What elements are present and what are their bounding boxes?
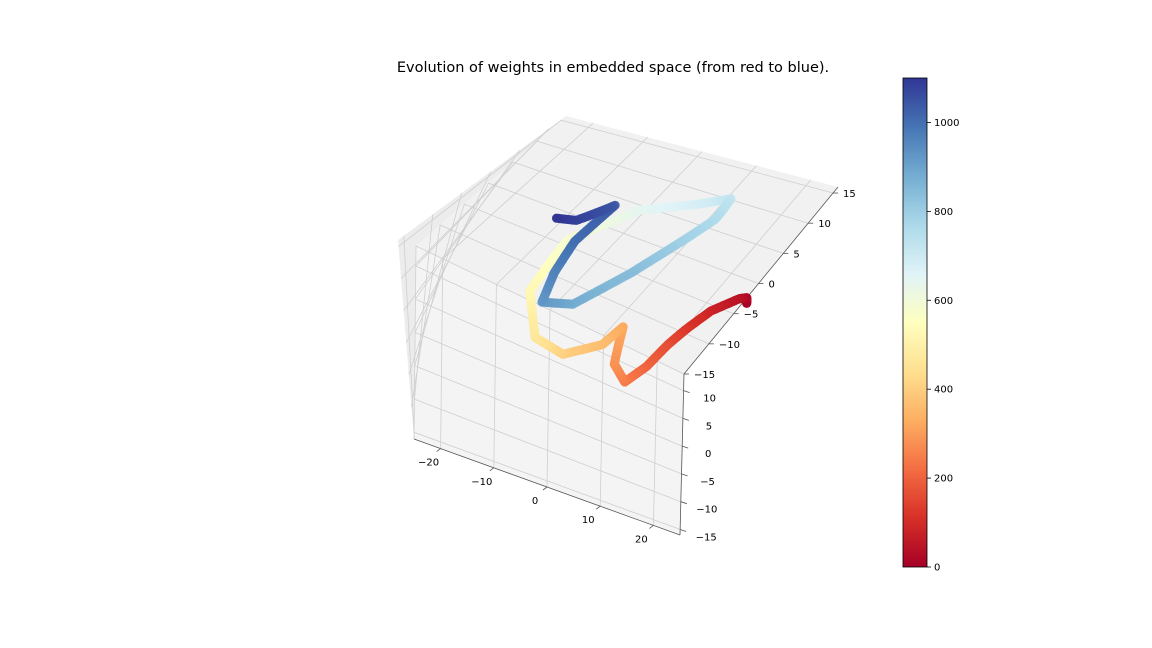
z-tick-label: 15 xyxy=(843,189,856,200)
grid-lines xyxy=(398,119,834,530)
x-tick-label: −20 xyxy=(418,458,439,469)
x-tick-mark xyxy=(542,486,548,491)
z-tick-label: 0 xyxy=(769,280,775,291)
grid-line-z xyxy=(400,140,809,279)
trajectory-points xyxy=(525,194,752,387)
x-tick-mark xyxy=(489,467,495,472)
grid-line-z xyxy=(408,203,734,375)
grid-line-z xyxy=(398,119,834,247)
z-tick-label: −15 xyxy=(694,370,715,381)
y-tick-label: −5 xyxy=(700,477,715,488)
y-tick-mark xyxy=(682,445,689,449)
grid-line-z xyxy=(413,245,685,440)
x-tick-label: 20 xyxy=(635,534,648,545)
colorbar-tick-label: 600 xyxy=(934,296,953,307)
colorbar-tick-label: 0 xyxy=(934,563,940,574)
z-axis-line xyxy=(683,186,839,375)
z-tick-label: 10 xyxy=(818,219,831,230)
z-tick-label: −10 xyxy=(719,340,740,351)
z-tick-label: −5 xyxy=(744,310,759,321)
tick-labels: −20 −10 0 10 20 −15 −10 −5 0 5 10 −15 −10 −5 0 5 10 15 xyxy=(418,189,856,545)
y-tick-mark xyxy=(683,390,690,394)
y-tick-label: 10 xyxy=(703,394,716,405)
y-tick-mark xyxy=(680,529,687,532)
colorbar-tick-label: 800 xyxy=(934,207,953,218)
x-tick-mark xyxy=(649,525,654,529)
x-tick-label: 10 xyxy=(582,515,595,526)
colorbar-tick-label: 400 xyxy=(934,385,953,396)
colorbar-tick-label: 200 xyxy=(934,474,953,485)
x-tick-mark xyxy=(595,505,601,510)
trajectory-point xyxy=(551,213,562,223)
pane-left xyxy=(398,116,566,439)
x-tick-label: −10 xyxy=(471,477,492,488)
y-tick-mark xyxy=(680,501,687,505)
chart-title: Evolution of weights in embedded space (… xyxy=(397,60,829,76)
y-tick-label: −10 xyxy=(696,505,717,516)
x-tick-label: 0 xyxy=(532,496,538,507)
y-tick-label: 5 xyxy=(706,421,712,432)
grid-line-z xyxy=(411,224,709,407)
z-tick-label: 5 xyxy=(793,249,799,260)
y-axis-line xyxy=(679,373,685,536)
y-tick-mark xyxy=(682,418,690,421)
grid-line-z xyxy=(403,161,784,311)
colorbar-gradient xyxy=(902,77,928,568)
y-tick-label: −15 xyxy=(696,532,717,543)
pane-back xyxy=(416,116,838,374)
x-tick-mark xyxy=(436,448,441,452)
colorbar-tick-label: 1000 xyxy=(934,118,959,129)
y-tick-mark xyxy=(681,473,688,477)
y-tick-label: 0 xyxy=(705,449,711,460)
colorbar: 0 200 400 600 800 1000 xyxy=(902,77,959,574)
